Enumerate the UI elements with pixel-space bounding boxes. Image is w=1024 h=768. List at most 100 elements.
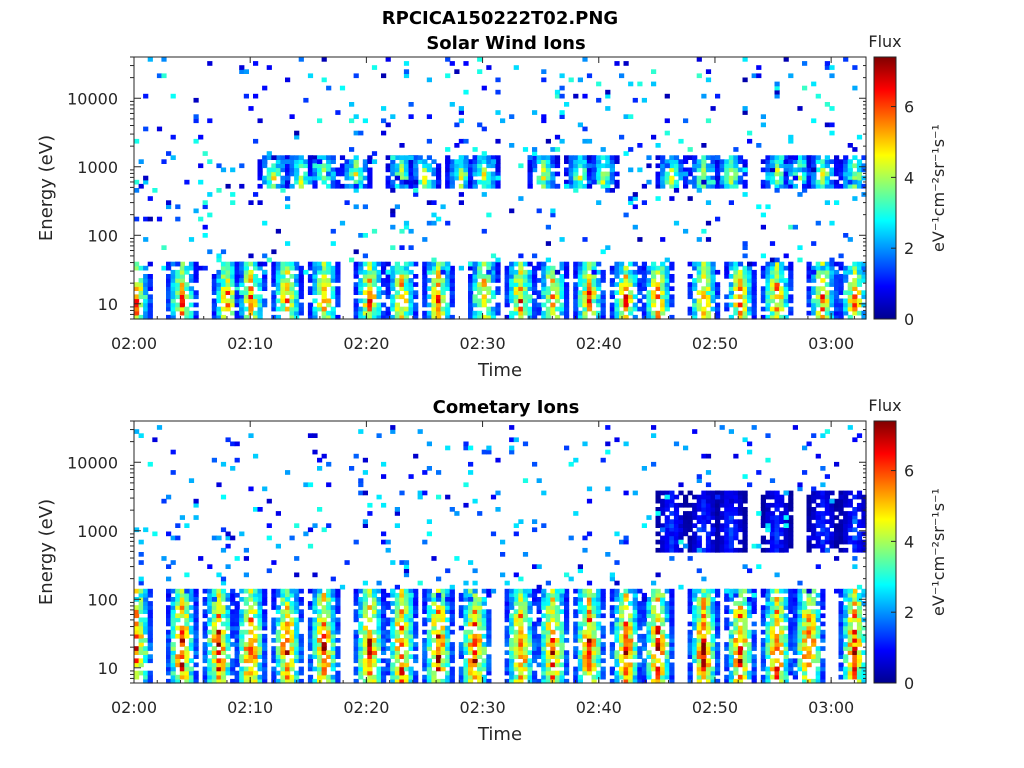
heatmap-cell <box>637 282 643 287</box>
heatmap-cell <box>445 658 451 664</box>
heatmap-cell <box>243 290 249 295</box>
heatmap-cell <box>705 601 712 606</box>
heatmap-cell <box>655 674 661 680</box>
heatmap-cell <box>559 642 565 647</box>
heatmap-cell <box>330 155 336 160</box>
heatmap-cell <box>783 183 789 189</box>
heatmap-cell <box>605 159 611 164</box>
heatmap-cell <box>728 290 734 295</box>
heatmap-cell <box>394 163 400 169</box>
heatmap-cell <box>669 666 675 672</box>
heatmap-cell <box>303 269 309 275</box>
heatmap-cell <box>829 220 835 226</box>
heatmap-cell <box>147 57 153 62</box>
heatmap-cell <box>641 286 647 291</box>
heatmap-cell <box>847 286 853 291</box>
heatmap-cell <box>651 278 657 283</box>
heatmap-cell <box>596 621 602 627</box>
heatmap-cell <box>806 179 812 185</box>
heatmap-cell <box>280 290 286 295</box>
heatmap-cell <box>138 609 144 614</box>
heatmap-cell <box>253 592 259 598</box>
heatmap-cell <box>573 597 579 602</box>
heatmap-cell <box>628 147 634 152</box>
heatmap-cell <box>834 179 840 185</box>
heatmap-cell <box>381 605 387 610</box>
heatmap-cell <box>504 638 510 643</box>
heatmap-cell <box>147 646 153 651</box>
heatmap-cell <box>463 670 469 676</box>
heatmap-cell <box>573 588 579 594</box>
heatmap-cell <box>275 155 281 160</box>
heatmap-cell <box>413 621 419 627</box>
heatmap-cell <box>230 167 236 173</box>
heatmap-cell <box>673 159 680 164</box>
heatmap-cell <box>637 290 643 295</box>
heatmap-cell <box>614 282 620 287</box>
heatmap-cell <box>230 592 236 598</box>
heatmap-cell <box>353 261 359 267</box>
heatmap-cell <box>586 617 593 623</box>
heatmap-cell <box>431 159 437 164</box>
heatmap-cell <box>445 670 451 676</box>
heatmap-cell <box>504 290 510 295</box>
heatmap-cell <box>509 282 515 287</box>
heatmap-cell <box>335 588 341 594</box>
heatmap-cell <box>166 151 172 156</box>
heatmap-cell <box>477 122 483 128</box>
heatmap-cell <box>317 167 323 173</box>
heatmap-cell <box>646 155 652 160</box>
heatmap-cell <box>202 613 208 619</box>
heatmap-cell <box>170 261 176 267</box>
heatmap-cell <box>362 650 368 655</box>
heatmap-cell <box>545 597 551 602</box>
heatmap-cell <box>358 286 364 291</box>
heatmap-cell <box>408 302 414 308</box>
heatmap-cell <box>628 81 634 87</box>
heatmap-cell <box>326 302 332 308</box>
heatmap-cell <box>353 314 359 320</box>
heatmap-cell <box>188 294 195 300</box>
heatmap-cell <box>243 261 249 267</box>
heatmap-cell <box>202 646 208 651</box>
heatmap-cell <box>797 257 803 263</box>
heatmap-cell <box>275 678 281 684</box>
heatmap-cell <box>202 609 208 614</box>
heatmap-cell <box>403 274 410 279</box>
heatmap-cell <box>687 171 693 177</box>
heatmap-cell <box>806 265 812 271</box>
heatmap-cell <box>728 678 734 684</box>
heatmap-cell <box>381 597 387 602</box>
heatmap-cell <box>394 175 400 181</box>
heatmap-cell <box>847 159 853 164</box>
heatmap-cell <box>188 605 195 610</box>
heatmap-cell <box>582 261 588 267</box>
heatmap-cell <box>234 605 240 610</box>
heatmap-cell <box>545 224 551 230</box>
heatmap-cell <box>262 269 268 275</box>
heatmap-cell <box>207 678 213 684</box>
heatmap-cell <box>399 171 405 177</box>
heatmap-cell <box>843 57 849 62</box>
heatmap-cell <box>321 155 327 160</box>
heatmap-cell <box>687 621 693 627</box>
heatmap-cell <box>271 592 277 598</box>
heatmap-cell <box>166 638 172 643</box>
heatmap-cell <box>207 617 213 623</box>
heatmap-cell <box>271 183 277 189</box>
heatmap-cell <box>262 642 268 647</box>
heatmap-cell <box>518 286 524 291</box>
heatmap-cell <box>554 658 561 664</box>
heatmap-cell <box>289 629 295 635</box>
heatmap-cell <box>248 642 254 647</box>
heatmap-cell <box>175 601 181 606</box>
heatmap-cell <box>285 265 291 271</box>
heatmap-cell <box>394 617 400 623</box>
heatmap-cell <box>490 171 497 177</box>
heatmap-cell <box>472 298 478 304</box>
heatmap-cell <box>280 662 286 668</box>
heatmap-cell <box>179 662 185 668</box>
heatmap-cell <box>230 269 236 275</box>
heatmap-cell <box>527 621 533 627</box>
